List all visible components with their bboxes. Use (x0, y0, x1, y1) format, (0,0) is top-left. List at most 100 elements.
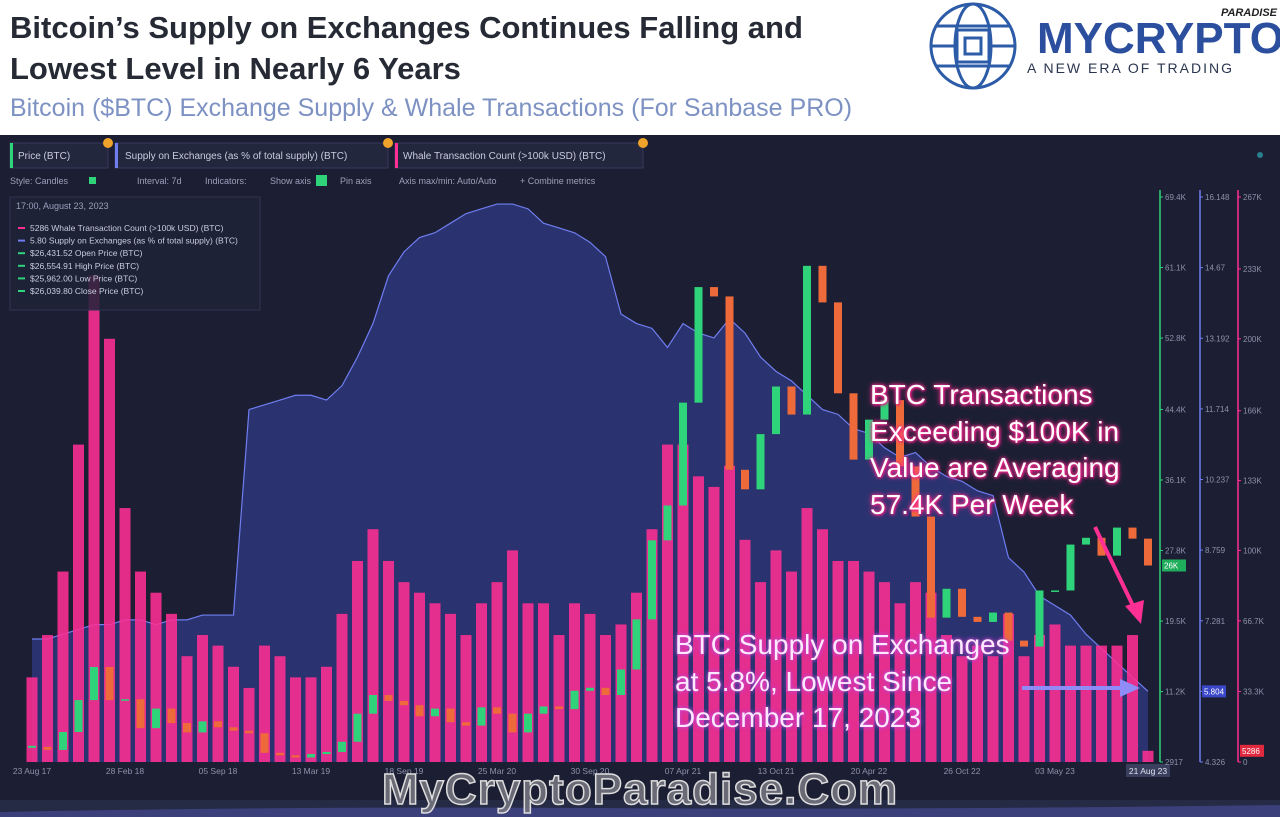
bar (786, 571, 797, 762)
x-label-highlight (1126, 764, 1170, 777)
y-tick-label: 19.5K (1165, 617, 1187, 626)
y-tick-label: 200K (1243, 335, 1262, 344)
y-tick-label: 267K (1243, 193, 1262, 202)
bar (104, 338, 115, 762)
checkbox[interactable] (316, 175, 327, 186)
y-tick-label: 7.281 (1205, 617, 1226, 626)
toolbar-item[interactable]: Indicators: (205, 176, 247, 186)
candle (59, 731, 67, 750)
candle (384, 695, 393, 701)
tab-label[interactable]: Supply on Exchanges (as % of total suppl… (125, 151, 347, 162)
arrow-head (1120, 679, 1140, 697)
bar (259, 645, 270, 762)
bar (460, 635, 472, 762)
candle (570, 690, 579, 710)
value-badge (1202, 685, 1226, 698)
candle (818, 265, 827, 303)
bar (662, 444, 673, 762)
y-tick-label: 10.237 (1205, 476, 1230, 485)
globe (929, 2, 1017, 90)
tab[interactable] (9, 142, 109, 169)
candle (462, 722, 470, 726)
value-badge (1162, 559, 1186, 572)
tab-label[interactable]: Price (BTC) (18, 151, 70, 162)
subtitle: Bitcoin ($BTC) Exchange Supply & Whale T… (10, 94, 853, 122)
candle (1097, 537, 1106, 556)
tab[interactable] (114, 142, 389, 169)
bar (414, 592, 425, 762)
toolbar-item[interactable]: Show axis (270, 176, 312, 186)
candle (43, 746, 52, 750)
candle (586, 687, 594, 691)
bar (553, 635, 565, 762)
bar (88, 275, 100, 762)
bar (1142, 750, 1154, 762)
candle (803, 265, 811, 415)
bar (352, 560, 363, 762)
bar (212, 645, 224, 762)
header: Bitcoin’s Supply on Exchanges Continues … (0, 0, 1280, 135)
x-tick-label: 30 Sep 20 (571, 766, 610, 776)
toolbar-item[interactable]: Interval: 7d (137, 176, 182, 186)
bar (1034, 635, 1045, 762)
bar (631, 592, 642, 762)
bar (336, 613, 348, 762)
tab-badge (103, 138, 113, 148)
bar (848, 560, 859, 762)
tooltip-time: 17:00, August 23, 2023 (16, 201, 109, 211)
bar (1127, 635, 1138, 762)
annotation-line: Exceeding $100K in (870, 415, 1120, 447)
tab-marker (395, 143, 398, 168)
candle (942, 588, 951, 618)
toolbar-item[interactable]: Pin axis (340, 176, 372, 186)
bar (243, 687, 255, 762)
bar (119, 508, 131, 762)
candle (446, 708, 455, 723)
toolbar-item[interactable]: + Combine metrics (520, 176, 596, 186)
tooltip-row: 5286 Whale Transaction Count (>100k USD)… (30, 223, 224, 233)
candle (1020, 640, 1028, 647)
candle (508, 713, 517, 733)
bar (135, 571, 146, 762)
candle (276, 752, 284, 756)
toolbar-item[interactable]: Style: Candles (10, 176, 69, 186)
bar (26, 677, 38, 762)
area-line (32, 203, 1149, 692)
x-tick-label: 18 Sep 19 (385, 766, 424, 776)
candle (431, 708, 439, 717)
y-tick-label: 166K (1243, 407, 1262, 416)
bar (1003, 613, 1014, 762)
tooltip-row: $25,962.00 Low Price (BTC) (30, 273, 137, 283)
bar (755, 582, 766, 762)
tab[interactable] (394, 142, 644, 169)
bar (491, 582, 503, 762)
bar (1080, 645, 1092, 762)
x-tick-label: 26 Oct 22 (944, 766, 981, 776)
tab-label[interactable]: Whale Transaction Count (>100k USD) (BTC… (403, 151, 606, 162)
toolbar-item[interactable]: Axis max/min: Auto/Auto (399, 176, 497, 186)
candle (1004, 612, 1013, 641)
candle (555, 706, 563, 710)
y-tick-label: 36.1K (1165, 476, 1187, 485)
candle (322, 751, 331, 755)
y-tick-label: 0 (1243, 758, 1248, 767)
logo-tagline: A NEW ERA OF TRADING (1027, 60, 1234, 76)
bar (693, 476, 704, 762)
x-tick-label: 03 May 23 (1035, 766, 1075, 776)
y-tick-label: 44.4K (1165, 405, 1187, 414)
y-tick-label: 33.3K (1243, 688, 1265, 697)
candle (353, 713, 362, 742)
bar (708, 486, 720, 762)
candle (911, 466, 920, 517)
candle (849, 393, 858, 460)
color-swatch[interactable] (89, 177, 96, 184)
candle (415, 705, 424, 717)
candle (539, 706, 548, 714)
candle (214, 721, 222, 728)
bar (646, 529, 658, 762)
title: Bitcoin’s Supply on Exchanges Continues … (10, 10, 803, 45)
bar (150, 592, 162, 762)
tooltip (9, 196, 261, 311)
bar (1111, 645, 1123, 762)
navigator-area (0, 805, 1280, 817)
